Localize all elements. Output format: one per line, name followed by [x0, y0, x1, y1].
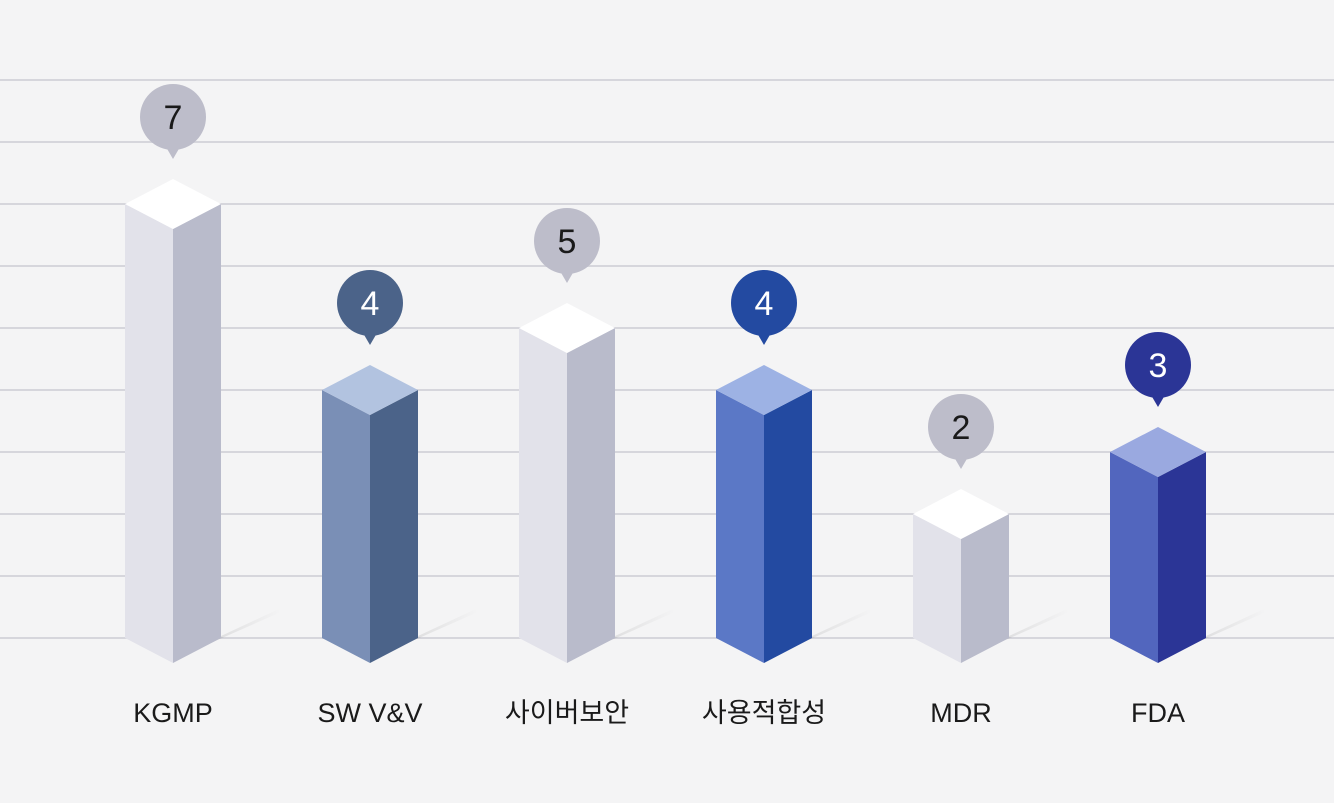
bar-top-face — [1110, 427, 1206, 477]
bar-side-face — [1158, 452, 1206, 663]
bar — [716, 365, 812, 663]
bar-side-face — [961, 514, 1009, 663]
value-label: 2 — [952, 409, 971, 447]
badge-circle — [534, 208, 600, 274]
value-label: 5 — [558, 223, 577, 261]
category-label: 사용적합성 — [702, 698, 826, 728]
bar-side-face — [173, 204, 221, 663]
badge-circle — [337, 270, 403, 336]
badge-circle — [928, 394, 994, 460]
grid-lines — [0, 79, 1334, 639]
bar — [913, 489, 1009, 663]
badge-pointer — [757, 333, 771, 345]
bar-front-face — [1110, 452, 1158, 663]
badge-pointer — [560, 271, 574, 283]
bar-top-face — [519, 303, 615, 353]
value-badge: 4 — [731, 270, 797, 345]
bar-top-face — [125, 179, 221, 229]
category-label: MDR — [930, 698, 992, 728]
bar-side-face — [764, 390, 812, 663]
bar-top-face — [913, 489, 1009, 539]
badge-pointer — [954, 457, 968, 469]
bar — [1110, 427, 1206, 663]
bar-front-face — [913, 514, 961, 663]
value-badge: 7 — [140, 84, 206, 159]
value-label: 3 — [1149, 347, 1168, 385]
badge-circle — [1125, 332, 1191, 398]
value-badge: 3 — [1125, 332, 1191, 407]
bar-top-face — [322, 365, 418, 415]
value-badge: 2 — [928, 394, 994, 469]
badge-pointer — [363, 333, 377, 345]
value-badges: 7 4 5 4 2 3 — [140, 84, 1191, 469]
bar — [322, 365, 418, 663]
bar — [519, 303, 615, 663]
badge-pointer — [1151, 395, 1165, 407]
category-label: 사이버보안 — [505, 698, 629, 728]
category-labels: KGMP SW V&V 사이버보안 사용적합성 MDR FDA — [133, 698, 1185, 728]
value-label: 4 — [361, 285, 380, 323]
bar-front-face — [519, 328, 567, 663]
category-label: KGMP — [133, 698, 213, 728]
badge-circle — [731, 270, 797, 336]
badge-pointer — [166, 147, 180, 159]
value-label: 4 — [755, 285, 774, 323]
bar-side-face — [370, 390, 418, 663]
bar-front-face — [125, 204, 173, 663]
bars — [125, 179, 1206, 663]
bar-front-face — [322, 390, 370, 663]
bar — [125, 179, 221, 663]
category-label: FDA — [1131, 698, 1185, 728]
value-label: 7 — [164, 99, 183, 137]
category-label: SW V&V — [317, 698, 422, 728]
bar-side-face — [567, 328, 615, 663]
badge-circle — [140, 84, 206, 150]
value-badge: 4 — [337, 270, 403, 345]
bar-front-face — [716, 390, 764, 663]
bar-top-face — [716, 365, 812, 415]
value-badge: 5 — [534, 208, 600, 283]
